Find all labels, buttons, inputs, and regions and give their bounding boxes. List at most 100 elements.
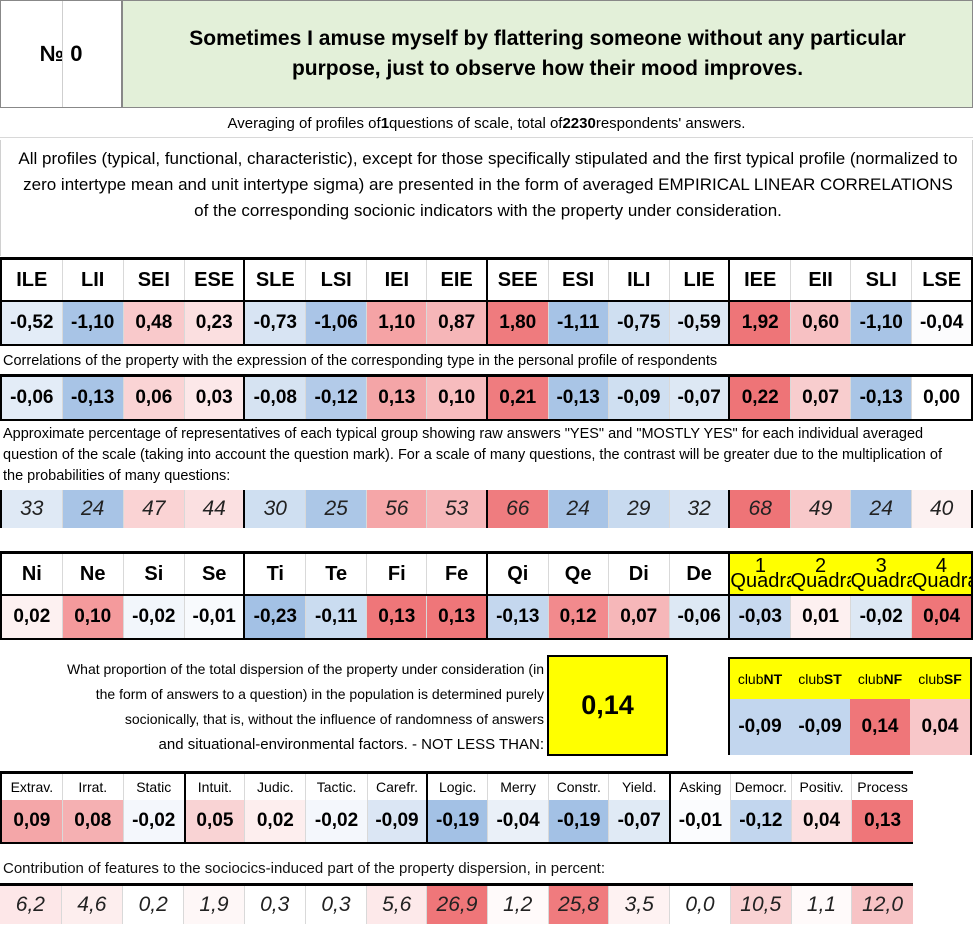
proportion-value: 0,14 bbox=[547, 655, 668, 756]
type-pct-6: 56 bbox=[366, 490, 427, 528]
features-values-row: 0,09 0,08 -0,02 0,05 0,02 -0,02 -0,09 -0,19 -0,0… bbox=[0, 800, 913, 844]
function-label-1: Ne bbox=[61, 551, 124, 596]
feature-label-2: Static bbox=[122, 771, 185, 800]
types-values-row: -0,52 -1,10 0,48 0,23 -0,73 -1,06 1,10 0,87 1,80… bbox=[0, 301, 974, 346]
feature-label-5: Tactic. bbox=[305, 771, 368, 800]
feature-value-5: -0,02 bbox=[305, 800, 368, 844]
averaging-middle: questions of scale, total of bbox=[389, 115, 563, 132]
function-value-2: -0,02 bbox=[122, 595, 185, 640]
type-corr-8: 0,21 bbox=[485, 374, 549, 421]
type-pct-13: 49 bbox=[790, 490, 851, 528]
feature-label-8: Merry bbox=[486, 771, 549, 800]
feature-value-7: -0,19 bbox=[426, 800, 488, 844]
feature-contrib-0: 6,2 bbox=[0, 883, 62, 924]
respondent-count: 2230 bbox=[562, 115, 596, 132]
function-label-6: Fi bbox=[366, 551, 427, 596]
type-value-13: 0,60 bbox=[790, 301, 851, 346]
type-corr-14: -0,13 bbox=[850, 374, 912, 421]
feature-label-9: Constr. bbox=[548, 771, 609, 800]
type-corr-1: -0,13 bbox=[61, 374, 124, 421]
feature-label-0: Extrav. bbox=[0, 771, 63, 800]
quadra-value-3: 0,04 bbox=[911, 595, 974, 640]
feature-contrib-2: 0,2 bbox=[122, 883, 184, 924]
correlations-table: -0,06 -0,13 0,06 0,03 -0,08 -0,12 0,13 0,10 0,21… bbox=[0, 374, 974, 421]
feature-value-1: 0,08 bbox=[61, 800, 124, 844]
averaging-info: Averaging of profiles of 1 questions of … bbox=[0, 110, 973, 138]
type-label-9: ESI bbox=[547, 257, 609, 302]
feature-label-3: Intuit. bbox=[183, 771, 245, 800]
type-pct-4: 30 bbox=[243, 490, 306, 528]
function-value-7: 0,13 bbox=[426, 595, 487, 640]
type-corr-4: -0,08 bbox=[243, 374, 306, 421]
proportion-text: What proportion of the total dispersion … bbox=[60, 657, 544, 757]
types-table: ILE LII SEI ESE SLE LSI IEI EIE SEE ESI ILI LIE IEE E… bbox=[0, 257, 974, 346]
club-prefix: club bbox=[918, 671, 944, 687]
club-name: NT bbox=[763, 671, 783, 687]
types-header-row: ILE LII SEI ESE SLE LSI IEI EIE SEE ESI ILI LIE IEE E… bbox=[0, 257, 974, 302]
type-value-2: 0,48 bbox=[122, 301, 185, 346]
feature-value-11: -0,01 bbox=[669, 800, 731, 844]
feature-contrib-13: 1,1 bbox=[790, 883, 852, 924]
function-label-7: Fe bbox=[426, 551, 487, 596]
feature-label-4: Judic. bbox=[244, 771, 306, 800]
function-label-10: Di bbox=[607, 551, 670, 596]
functions-table: Ni Ne Si Se Ti Te Fi Fe Qi Qe Di De 1 Quadra 2 Quadra 3 Q… bbox=[0, 551, 974, 640]
type-pct-0: 33 bbox=[0, 490, 63, 528]
type-label-0: ILE bbox=[0, 257, 63, 302]
type-value-12: 1,92 bbox=[728, 301, 791, 346]
proportion-text-main: What proportion of the total dispersion … bbox=[66, 661, 544, 727]
function-value-11: -0,06 bbox=[668, 595, 730, 640]
type-corr-6: 0,13 bbox=[366, 374, 427, 421]
type-value-8: 1,80 bbox=[485, 301, 549, 346]
quadra-label-1: 2 Quadra bbox=[790, 551, 851, 596]
type-corr-12: 0,22 bbox=[728, 374, 791, 421]
features-table: Extrav. Irrat. Static Intuit. Judic. Tactic. C… bbox=[0, 771, 913, 844]
type-corr-7: 0,10 bbox=[426, 374, 487, 421]
function-value-6: 0,13 bbox=[366, 595, 427, 640]
type-pct-15: 40 bbox=[911, 490, 974, 528]
question-number-cell: № 0 bbox=[0, 0, 122, 108]
type-label-13: EII bbox=[790, 257, 851, 302]
type-label-10: ILI bbox=[607, 257, 670, 302]
feature-label-7: Logic. bbox=[426, 771, 488, 800]
type-pct-1: 24 bbox=[61, 490, 124, 528]
quadra-number: 4 bbox=[935, 555, 947, 577]
club-label-1: club ST bbox=[790, 659, 850, 699]
type-pct-10: 29 bbox=[607, 490, 670, 528]
feature-contrib-12: 10,5 bbox=[729, 883, 792, 924]
function-value-0: 0,02 bbox=[0, 595, 63, 640]
feature-label-10: Yield. bbox=[608, 771, 671, 800]
feature-contrib-1: 4,6 bbox=[60, 883, 123, 924]
averaging-suffix: respondents' answers. bbox=[595, 115, 746, 132]
club-prefix: club bbox=[857, 671, 884, 687]
functions-values-row: 0,02 0,10 -0,02 -0,01 -0,23 -0,11 0,13 0,13 -0,1… bbox=[0, 595, 974, 640]
function-label-11: De bbox=[668, 551, 730, 596]
type-value-7: 0,87 bbox=[426, 301, 487, 346]
feature-label-14: Process bbox=[851, 771, 913, 800]
feature-contrib-9: 25,8 bbox=[547, 883, 609, 924]
functions-header-row: Ni Ne Si Se Ti Te Fi Fe Qi Qe Di De 1 Quadra 2 Quadra 3 Q… bbox=[0, 551, 974, 596]
type-label-2: SEI bbox=[122, 257, 185, 302]
percentage-row: 33 24 47 44 30 25 56 53 66 24 29 32 68 49 24 40 bbox=[0, 490, 974, 528]
club-value-2: 0,14 bbox=[850, 699, 910, 755]
question-count: 1 bbox=[380, 115, 390, 132]
function-label-5: Te bbox=[305, 551, 367, 596]
feature-label-13: Positiv. bbox=[790, 771, 852, 800]
type-label-12: IEE bbox=[728, 257, 791, 302]
type-pct-3: 44 bbox=[183, 490, 245, 528]
club-label-2: club NF bbox=[850, 659, 910, 699]
function-label-2: Si bbox=[122, 551, 185, 596]
club-value-1: -0,09 bbox=[790, 699, 850, 755]
type-label-7: EIE bbox=[426, 257, 487, 302]
number-divider bbox=[62, 1, 63, 107]
type-pct-7: 53 bbox=[426, 490, 487, 528]
feature-label-12: Democr. bbox=[729, 771, 792, 800]
type-value-1: -1,10 bbox=[61, 301, 124, 346]
contribution-table: 6,2 4,6 0,2 1,9 0,3 0,3 5,6 26,9 1,2 25,8 3,5 0,0 10… bbox=[0, 883, 913, 924]
function-value-5: -0,11 bbox=[305, 595, 367, 640]
quadra-number: 2 bbox=[815, 555, 827, 577]
type-value-5: -1,06 bbox=[305, 301, 367, 346]
function-value-1: 0,10 bbox=[61, 595, 124, 640]
description-frame bbox=[0, 140, 973, 256]
quadra-word: Quadra bbox=[790, 570, 851, 592]
